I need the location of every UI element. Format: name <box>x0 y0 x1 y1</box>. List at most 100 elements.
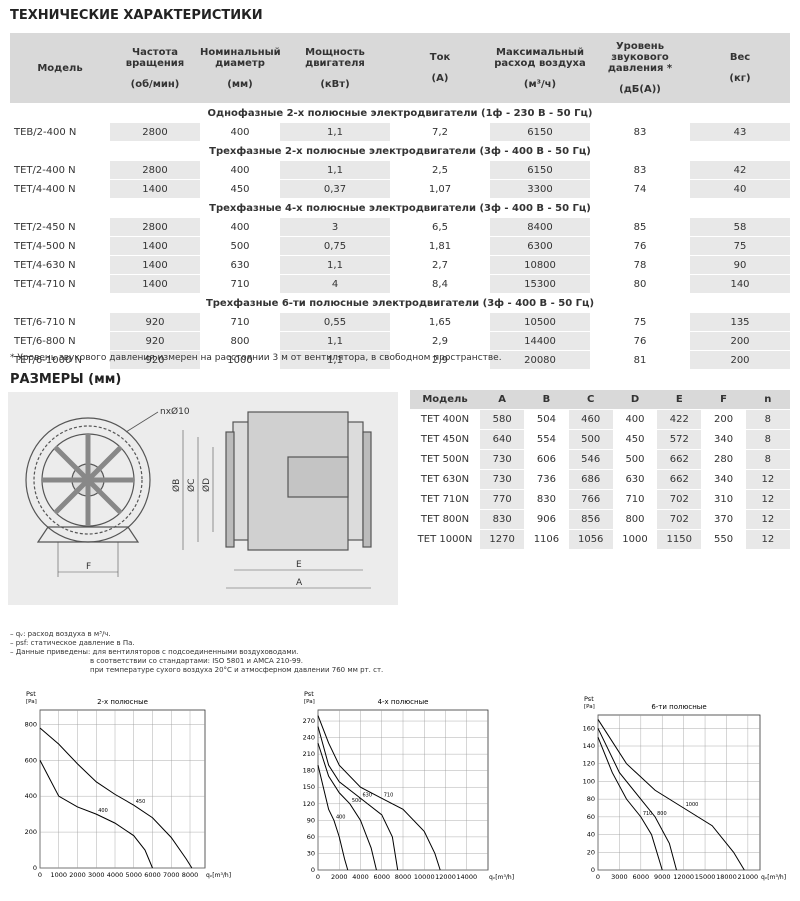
cell: 710 <box>200 274 280 294</box>
data-row: TET/4-500 N 1400 500 0,75 1,81 6300 76 75 <box>10 236 790 256</box>
y-tick-label: 60 <box>307 833 315 841</box>
x-tick-label: 15000 <box>695 873 716 881</box>
cell: 340 <box>701 469 746 490</box>
y-tick-label: 0 <box>33 864 37 872</box>
chart-title: 2-х полюсные <box>97 698 148 706</box>
y-tick-label: 80 <box>587 795 595 803</box>
header-name: Ток <box>429 52 451 63</box>
cell: 662 <box>657 469 702 490</box>
group-row: Трехфазные 6-ти полюсные электродвигател… <box>10 293 790 313</box>
curve-label: 800 <box>657 811 667 817</box>
group-row: Трехфазные 2-х полюсные электродвигатели… <box>10 141 790 161</box>
cell: 78 <box>590 255 690 275</box>
page-title: ТЕХНИЧЕСКИЕ ХАРАКТЕРИСТИКИ <box>10 8 263 23</box>
header-cell: n <box>745 390 790 410</box>
header-unit: (м³/ч) <box>523 78 557 90</box>
x-tick-label: 18000 <box>716 873 737 881</box>
y-tick-label: 30 <box>307 849 315 857</box>
cell: 1000 <box>200 350 280 370</box>
cell: 630 <box>612 469 658 490</box>
cell: 400 <box>200 160 280 180</box>
y-tick-label: 270 <box>303 717 315 725</box>
header-cell: F <box>701 390 746 410</box>
group-title: Трехфазные 6-ти полюсные электродвигател… <box>10 293 790 313</box>
x-tick-label: 10000 <box>414 873 435 881</box>
cell: 1400 <box>110 236 200 256</box>
cell: 800 <box>200 331 280 351</box>
cell: 0,37 <box>280 179 390 199</box>
cell: 710 <box>612 489 658 510</box>
header-cell: Мощность двигателя (кВт) <box>280 33 390 104</box>
data-row: TET/2-400 N 2800 400 1,1 2,5 6150 83 42 <box>10 160 790 180</box>
cell: 340 <box>701 429 746 450</box>
header-unit: (мм) <box>227 78 253 90</box>
header-name: Вес <box>729 52 751 63</box>
cell: 1000 <box>612 529 658 550</box>
x-label: qᵥ[m³/h] <box>489 874 514 881</box>
cell: 200 <box>701 409 746 430</box>
x-tick-label: 6000 <box>373 873 390 881</box>
drawing: nxØ10 ØB ØC ØD F E A <box>8 392 398 605</box>
model-cell: TET/2-400 N <box>10 160 110 180</box>
cell: 2,7 <box>390 255 490 275</box>
cell: 0,75 <box>280 236 390 256</box>
header-cell: Модель <box>410 390 480 410</box>
cell: 500 <box>200 236 280 256</box>
spec-table: Модель Частота вращения (об/мин) Номинальны… <box>10 33 790 370</box>
header-unit: (кг) <box>729 73 751 84</box>
header-cell: Частота вращения (об/мин) <box>110 33 200 104</box>
cell: 1,1 <box>280 350 390 370</box>
cell: 1,81 <box>390 236 490 256</box>
cell: 14400 <box>490 331 590 351</box>
cell: 6,5 <box>390 217 490 237</box>
cell: 76 <box>590 331 690 351</box>
x-tick-label: 0 <box>38 871 42 879</box>
cell: 135 <box>690 312 790 332</box>
x-tick-label: 3000 <box>611 873 628 881</box>
cell: 1,1 <box>280 122 390 142</box>
cell: 6150 <box>490 160 590 180</box>
x-tick-label: 5000 <box>125 871 142 879</box>
cell: 400 <box>200 217 280 237</box>
cell: 75 <box>590 312 690 332</box>
model-cell: TET/4-710 N <box>10 274 110 294</box>
x-tick-label: 8000 <box>395 873 412 881</box>
data-row: TEB/2-400 N 2800 400 1,1 7,2 6150 83 43 <box>10 122 790 142</box>
header-cell: Номинальный диаметр (мм) <box>200 33 281 104</box>
header-name: Номинальный диаметр <box>200 46 281 69</box>
y-tick-label: 120 <box>583 760 595 768</box>
motor <box>287 456 349 498</box>
cell: 7,2 <box>390 122 490 142</box>
x-tick-label: 2000 <box>331 873 348 881</box>
data-row: TET 710N 770 830 766 710 702 310 12 <box>410 489 790 510</box>
x-tick-label: 7000 <box>163 871 180 879</box>
dim-label: E <box>296 560 302 570</box>
data-row: TET 630N 730 736 686 630 662 340 12 <box>410 469 790 490</box>
header-cell: Модель <box>10 33 110 104</box>
data-row: TET/6-710 N 920 710 0,55 1,65 10500 75 135 <box>10 312 790 332</box>
cell: TET 710N <box>410 489 480 510</box>
cell: 76 <box>590 236 690 256</box>
holes-label: nxØ10 <box>160 406 190 417</box>
cell: 6300 <box>490 236 590 256</box>
model-cell: TET/6-1000 N <box>10 350 110 370</box>
note: в соответствии со стандартами: ISO 5801 … <box>90 657 304 665</box>
cell: 40 <box>690 179 790 199</box>
cell: 1150 <box>657 529 702 550</box>
cell: 8 <box>745 449 790 470</box>
x-tick-label: 6000 <box>633 873 650 881</box>
data-row: TET 450N 640 554 500 450 572 340 8 <box>410 429 790 450</box>
header-name: Уровень звукового давления * <box>607 41 673 74</box>
cell: 702 <box>657 489 702 510</box>
cell: 800 <box>612 509 658 530</box>
cell: 3300 <box>490 179 590 199</box>
cell: 8 <box>745 429 790 450</box>
cell: 140 <box>690 274 790 294</box>
cell: TET 630N <box>410 469 480 490</box>
cell: 400 <box>612 409 658 430</box>
cell: 8400 <box>490 217 590 237</box>
front-view <box>25 411 159 577</box>
cell: 606 <box>524 449 569 470</box>
cell: 2800 <box>110 122 200 142</box>
